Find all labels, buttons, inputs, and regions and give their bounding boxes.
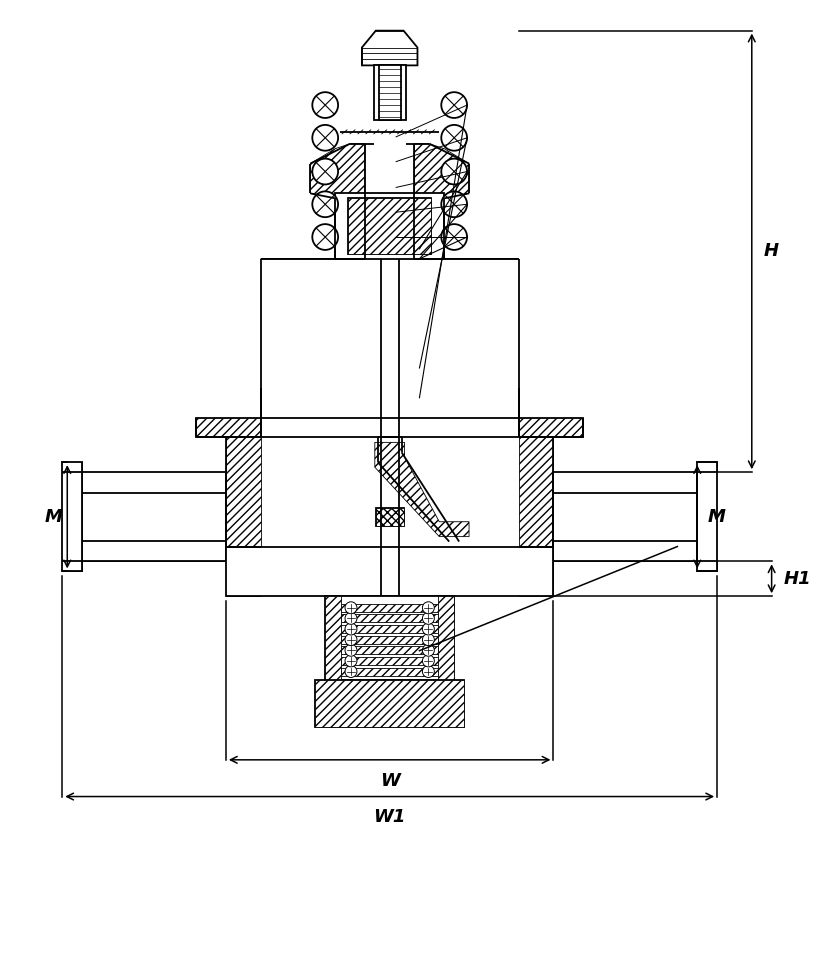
Bar	[341, 604, 438, 612]
Text: W1: W1	[373, 808, 406, 827]
Circle shape	[423, 613, 434, 624]
Circle shape	[312, 224, 338, 250]
Polygon shape	[414, 144, 518, 259]
Bar	[697, 462, 717, 572]
Circle shape	[423, 655, 434, 667]
Circle shape	[345, 644, 357, 657]
Polygon shape	[518, 546, 554, 596]
Bar	[341, 646, 438, 655]
Circle shape	[345, 634, 357, 646]
Bar	[197, 417, 260, 438]
Bar	[82, 472, 226, 562]
Circle shape	[441, 158, 467, 185]
Bar	[62, 462, 82, 572]
Polygon shape	[518, 388, 583, 438]
Bar	[341, 657, 438, 665]
Bar	[378, 65, 400, 120]
Circle shape	[423, 665, 434, 677]
Text: M: M	[707, 508, 725, 526]
Polygon shape	[362, 30, 418, 65]
Bar	[226, 546, 554, 596]
Bar	[341, 667, 438, 675]
Polygon shape	[62, 462, 82, 472]
Polygon shape	[82, 472, 226, 493]
Circle shape	[312, 125, 338, 150]
Bar	[335, 193, 444, 259]
Polygon shape	[62, 562, 82, 572]
Bar	[341, 615, 438, 622]
Bar	[438, 596, 455, 680]
Bar	[325, 596, 455, 680]
Circle shape	[441, 224, 467, 250]
Bar	[518, 417, 583, 438]
Circle shape	[345, 655, 357, 667]
Circle shape	[312, 158, 338, 185]
Polygon shape	[82, 540, 226, 562]
Polygon shape	[197, 388, 260, 438]
Polygon shape	[375, 443, 469, 536]
Polygon shape	[221, 438, 260, 546]
Polygon shape	[697, 562, 717, 572]
Text: H1: H1	[784, 570, 811, 588]
Text: W: W	[380, 772, 400, 789]
Circle shape	[441, 92, 467, 118]
Circle shape	[423, 644, 434, 657]
Bar	[341, 625, 438, 633]
Text: H: H	[763, 242, 779, 261]
Circle shape	[345, 602, 357, 614]
Circle shape	[423, 634, 434, 646]
Bar	[554, 472, 697, 562]
Polygon shape	[697, 462, 717, 472]
Bar	[341, 636, 438, 644]
Circle shape	[345, 665, 357, 677]
Circle shape	[441, 191, 467, 217]
Circle shape	[345, 623, 357, 635]
Bar	[376, 508, 404, 526]
Bar	[315, 680, 464, 727]
Bar	[376, 508, 404, 526]
Circle shape	[423, 602, 434, 614]
Bar	[325, 596, 341, 680]
Text: M: M	[44, 508, 62, 526]
Circle shape	[312, 191, 338, 217]
Bar	[373, 65, 405, 120]
Bar	[315, 680, 464, 727]
Polygon shape	[518, 438, 559, 546]
Circle shape	[423, 623, 434, 635]
Polygon shape	[554, 472, 697, 493]
Polygon shape	[226, 546, 260, 596]
Bar	[348, 198, 432, 254]
Polygon shape	[554, 540, 697, 562]
Bar	[348, 198, 432, 254]
Circle shape	[441, 125, 467, 150]
Circle shape	[345, 613, 357, 624]
Bar	[197, 417, 583, 438]
Polygon shape	[260, 144, 365, 259]
Circle shape	[312, 92, 338, 118]
